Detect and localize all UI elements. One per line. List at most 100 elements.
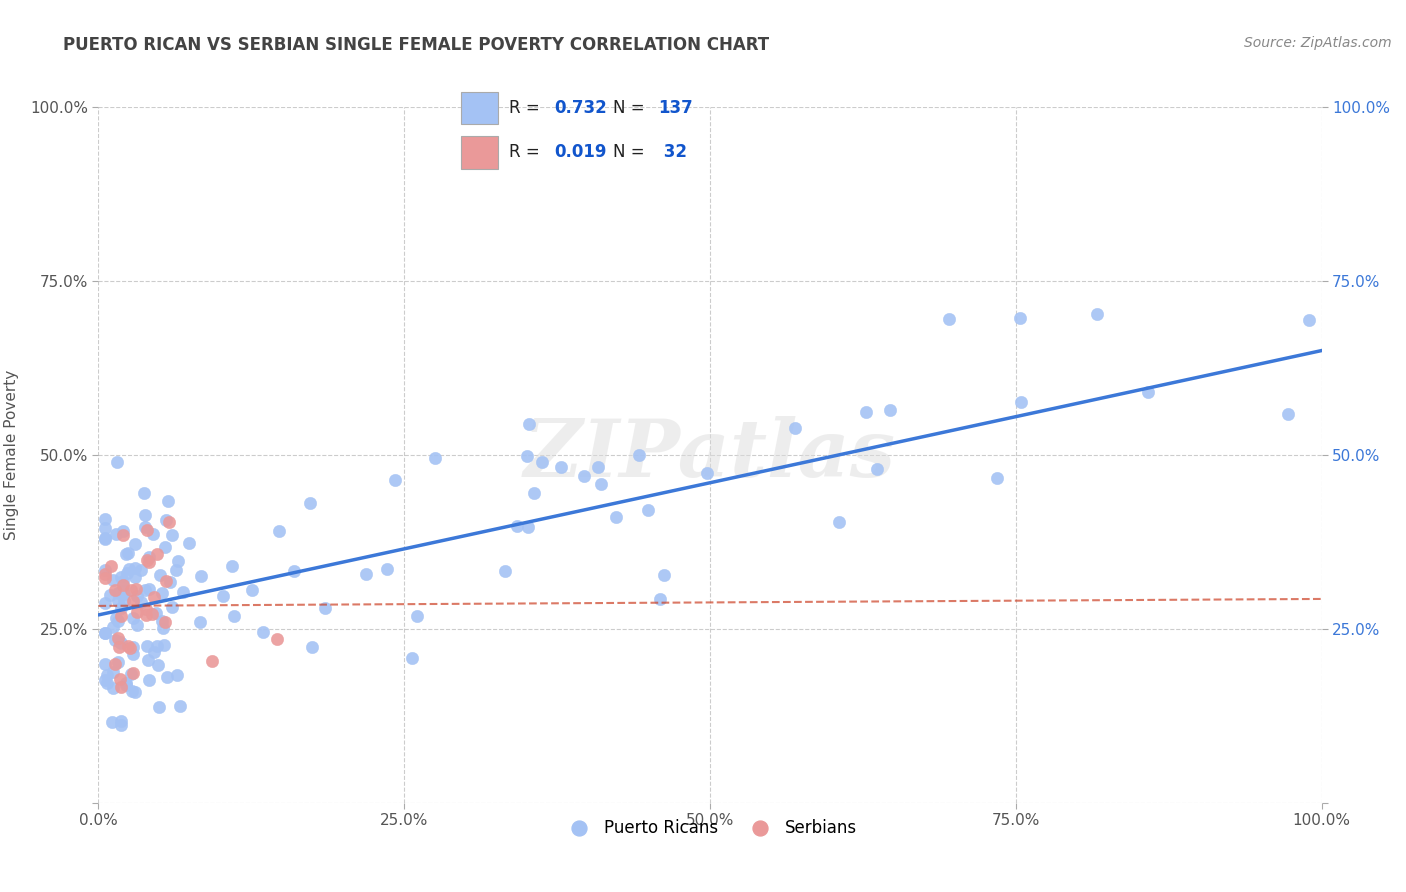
Point: [406, 608, 429, 623]
Point: [1010, 395, 1032, 409]
Point: [104, 657, 127, 671]
Point: [136, 653, 159, 667]
Text: PUERTO RICAN VS SERBIAN SINGLE FEMALE POVERTY CORRELATION CHART: PUERTO RICAN VS SERBIAN SINGLE FEMALE PO…: [63, 36, 769, 54]
Point: [93, 512, 115, 526]
Point: [110, 718, 132, 732]
Point: [298, 495, 321, 509]
Point: [114, 547, 136, 561]
Point: [160, 599, 183, 614]
Point: [93, 531, 115, 545]
Point: [124, 570, 146, 584]
Point: [120, 640, 142, 655]
Point: [120, 667, 142, 681]
Point: [157, 493, 180, 508]
Point: [150, 614, 173, 628]
Point: [110, 635, 132, 649]
Point: [165, 563, 187, 577]
Point: [105, 455, 128, 469]
Point: [1008, 310, 1031, 325]
Point: [136, 523, 159, 537]
Point: [107, 615, 129, 629]
Point: [589, 476, 612, 491]
Point: [879, 402, 901, 417]
Point: [134, 582, 156, 597]
Point: [115, 566, 138, 580]
Point: [135, 608, 157, 623]
Point: [519, 417, 541, 431]
Point: [110, 569, 132, 583]
Point: [132, 486, 155, 500]
Point: [112, 586, 135, 600]
Point: [93, 563, 115, 577]
Point: [301, 640, 323, 654]
Point: [938, 311, 960, 326]
Point: [550, 460, 572, 475]
Point: [131, 563, 153, 577]
Text: 0.019: 0.019: [554, 143, 606, 161]
Point: [505, 519, 527, 533]
Point: [134, 508, 156, 522]
Point: [94, 532, 117, 546]
Y-axis label: Single Female Poverty: Single Female Poverty: [4, 370, 18, 540]
Point: [1298, 313, 1320, 327]
Point: [124, 537, 146, 551]
Point: [1137, 385, 1160, 400]
Point: [120, 583, 142, 598]
Point: [696, 466, 718, 480]
Text: 0.732: 0.732: [554, 99, 607, 117]
Point: [138, 673, 160, 687]
Text: R =: R =: [509, 143, 546, 161]
Point: [138, 582, 160, 596]
Point: [605, 510, 627, 524]
Point: [401, 650, 423, 665]
Point: [101, 681, 124, 695]
Point: [111, 577, 134, 591]
Point: [135, 601, 157, 615]
Point: [494, 565, 516, 579]
FancyBboxPatch shape: [461, 136, 498, 169]
Point: [124, 582, 146, 597]
Point: [125, 589, 148, 603]
Point: [423, 451, 446, 466]
Point: [121, 684, 143, 698]
Point: [211, 589, 233, 603]
Point: [122, 647, 145, 661]
Point: [177, 535, 200, 549]
Point: [516, 449, 538, 463]
Point: [155, 541, 177, 555]
Point: [125, 618, 148, 632]
Text: Source: ZipAtlas.com: Source: ZipAtlas.com: [1244, 36, 1392, 50]
Point: [523, 486, 546, 500]
Point: [1085, 307, 1108, 321]
Point: [115, 676, 138, 690]
Point: [111, 574, 134, 589]
Point: [138, 555, 160, 569]
Point: [828, 515, 851, 529]
Point: [122, 640, 145, 654]
Point: [101, 574, 124, 588]
Point: [628, 448, 651, 462]
Point: [159, 574, 181, 589]
Point: [101, 619, 124, 633]
Point: [530, 455, 553, 469]
Point: [572, 469, 595, 483]
Point: [110, 600, 132, 615]
Point: [110, 680, 132, 694]
Point: [252, 625, 274, 640]
Point: [267, 524, 290, 538]
Point: [149, 568, 172, 582]
Point: [156, 670, 179, 684]
Point: [93, 625, 115, 640]
Point: [134, 520, 156, 534]
Point: [129, 595, 152, 609]
Text: N =: N =: [613, 143, 650, 161]
Point: [155, 574, 177, 589]
Point: [96, 668, 118, 682]
Point: [143, 645, 166, 659]
Point: [104, 633, 127, 648]
Legend: Puerto Ricans, Serbians: Puerto Ricans, Serbians: [555, 812, 865, 843]
Point: [107, 594, 129, 608]
Point: [201, 654, 224, 668]
Point: [138, 549, 160, 564]
Point: [136, 640, 159, 654]
